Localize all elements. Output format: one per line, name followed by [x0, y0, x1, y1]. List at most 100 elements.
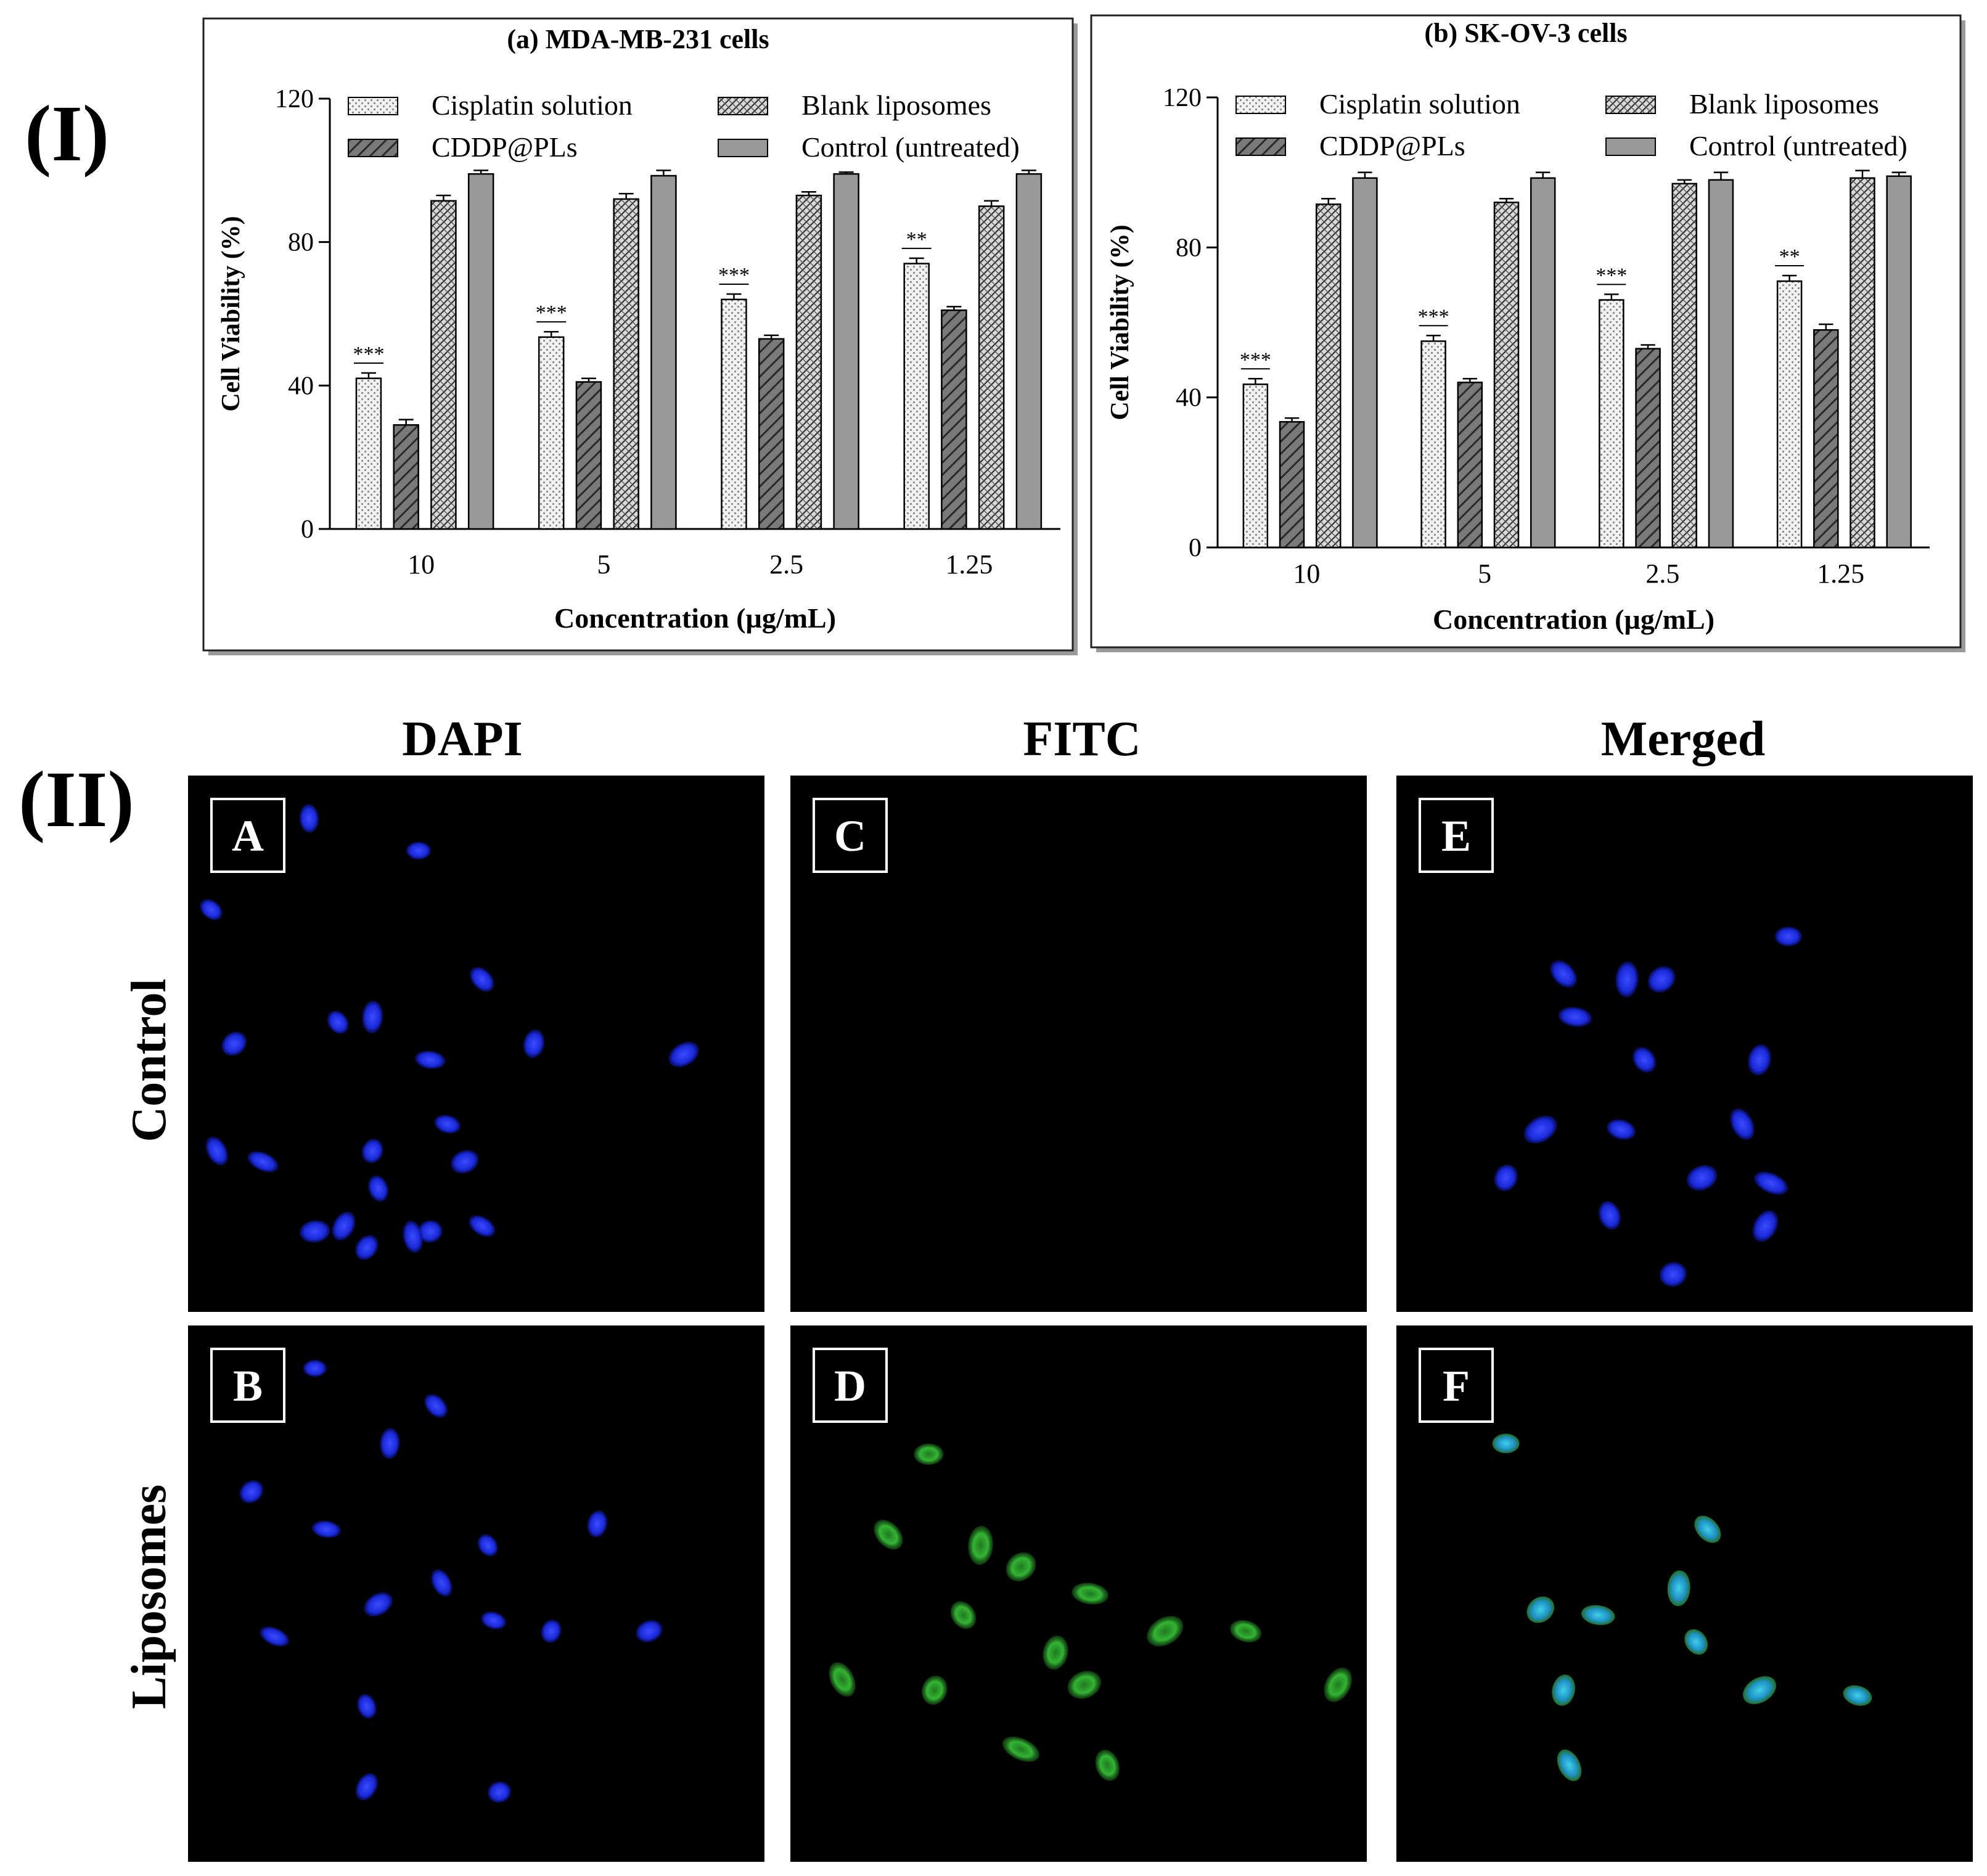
cell-nucleus — [424, 1394, 448, 1418]
cell-nucleus — [1557, 1749, 1582, 1781]
panel-label-box — [813, 798, 888, 873]
cell-nucleus — [1494, 1164, 1518, 1192]
cell-nucleus — [205, 1136, 228, 1166]
cell-nucleus — [874, 1520, 903, 1550]
legend-label: Blank liposomes — [801, 89, 991, 121]
chart-sk-ov-3: (b) SK-OV-3 cells 0 40 80 120 Cell Viability … — [1090, 14, 1965, 652]
row-header: Liposomes — [122, 1485, 176, 1710]
row-header: Control — [122, 978, 176, 1142]
cell-nucleus — [1598, 1201, 1621, 1230]
cell-nucleus — [523, 1030, 545, 1058]
bar-solid-gray — [1708, 179, 1734, 549]
cell-nucleus — [1684, 1629, 1708, 1655]
micrograph-panel-F: F — [1396, 1325, 1973, 1862]
cell-nucleus — [1659, 1262, 1687, 1287]
cell-nucleus — [260, 1626, 289, 1647]
cell-nucleus — [1006, 1552, 1036, 1581]
legend-swatch — [348, 97, 398, 115]
cell-nucleus — [477, 1534, 498, 1557]
bar-hatch-dark — [1279, 420, 1305, 549]
significance-stars: *** — [536, 301, 567, 324]
column-header: Merged — [1601, 712, 1766, 766]
cell-nucleus — [200, 899, 223, 920]
cell-nucleus — [1002, 1736, 1039, 1762]
y-axis-label: Cell Viability (%) — [217, 216, 245, 411]
section-label-II: (II) — [18, 755, 134, 844]
cell-nucleus — [481, 1612, 506, 1629]
significance-stars: *** — [718, 264, 750, 287]
bar-hatch-dark — [1813, 329, 1839, 549]
cell-nucleus — [1774, 927, 1802, 946]
cell-nucleus — [362, 1001, 383, 1033]
panel-label-box — [1419, 1348, 1494, 1423]
bar-crosshatch — [1850, 177, 1875, 549]
cell-nucleus — [829, 1662, 856, 1697]
micrograph-panel-C: C — [790, 776, 1367, 1312]
cell-nucleus — [1492, 1433, 1520, 1454]
cell-nucleus — [1607, 1119, 1636, 1140]
x-tick-label: 2.5 — [769, 549, 803, 580]
cell-nucleus — [303, 1359, 327, 1377]
x-tick-label: 5 — [597, 549, 610, 580]
panel-label: B — [233, 1361, 263, 1411]
y-tick-label: 40 — [1176, 384, 1202, 412]
bar-dots — [1599, 299, 1624, 549]
bar-dots — [721, 298, 747, 530]
cell-nucleus — [355, 1773, 378, 1801]
significance-stars: *** — [1418, 305, 1449, 328]
x-tick-label: 1.25 — [945, 549, 993, 580]
cell-nucleus — [299, 1220, 330, 1243]
micrograph-panel-A: A — [188, 776, 764, 1312]
cell-nucleus — [1523, 1115, 1557, 1144]
cell-nucleus — [403, 1221, 423, 1253]
cell-nucleus — [357, 1694, 377, 1719]
cell-nucleus — [368, 1175, 388, 1202]
significance-stars: ** — [1779, 245, 1800, 268]
legend-swatch — [718, 139, 768, 157]
significance-stars: *** — [353, 343, 384, 366]
cell-nucleus — [247, 1151, 279, 1173]
cell-nucleus — [541, 1620, 562, 1643]
legend-label: Cisplatin solution — [432, 89, 633, 121]
cell-nucleus — [914, 1443, 944, 1465]
bar-solid-gray — [1352, 177, 1378, 549]
cell-nucleus — [355, 1235, 379, 1260]
y-tick-label: 40 — [288, 372, 314, 400]
significance-stars: ** — [906, 228, 927, 251]
cell-nucleus — [968, 1526, 993, 1565]
cell-nucleus — [1754, 1171, 1788, 1195]
cell-nucleus — [470, 967, 494, 992]
x-tick-label: 1.25 — [1817, 559, 1864, 589]
cell-nucleus — [1694, 1515, 1721, 1543]
y-tick-label: 0 — [1189, 534, 1202, 562]
cell-nucleus — [1324, 1667, 1352, 1702]
legend-label: Cisplatin solution — [1319, 88, 1520, 120]
micrograph-panel-E: E — [1396, 776, 1973, 1312]
cell-nucleus — [380, 1428, 400, 1459]
micrograph-panel-B: B — [188, 1325, 764, 1862]
x-axis-label: Concentration (µg/mL) — [554, 602, 836, 634]
panel-label-box — [813, 1348, 888, 1423]
cell-nucleus — [1552, 1674, 1575, 1706]
micrograph-panel-D: D — [790, 1325, 1367, 1862]
cell-nucleus — [239, 1480, 264, 1504]
legend-swatch — [348, 139, 398, 157]
legend-label: Control (untreated) — [801, 131, 1020, 163]
panel-label-box — [210, 798, 285, 873]
panel-label-box — [1419, 798, 1494, 873]
cell-nucleus — [417, 1220, 443, 1243]
x-axis-label: Concentration (µg/mL) — [1433, 604, 1715, 635]
cell-nucleus — [469, 1215, 495, 1237]
cell-nucleus — [1730, 1108, 1755, 1141]
bar-dots — [538, 336, 565, 530]
cell-nucleus — [1743, 1676, 1776, 1705]
x-tick-label: 5 — [1478, 559, 1491, 589]
x-tick-label: 2.5 — [1645, 559, 1679, 589]
column-header: FITC — [1023, 712, 1141, 766]
y-tick-label: 80 — [1176, 234, 1202, 262]
cell-nucleus — [922, 1676, 948, 1705]
cell-nucleus — [668, 1041, 699, 1067]
cell-nucleus — [361, 1139, 383, 1163]
bar-hatch-dark — [575, 381, 602, 530]
bar-dots — [1242, 383, 1269, 549]
